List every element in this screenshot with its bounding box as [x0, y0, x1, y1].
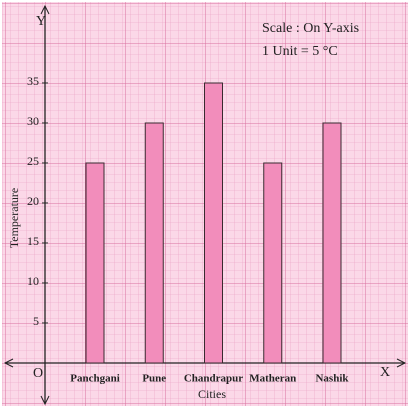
x-tick-label: Chandrapur [184, 373, 243, 385]
y-axis-name: Y [36, 14, 46, 29]
y-axis-label: Temperature [7, 188, 21, 248]
bar [204, 82, 223, 364]
y-axis-arrows [40, 4, 50, 406]
bar [85, 162, 105, 364]
bar [263, 162, 283, 364]
x-tick-label: Nashik [315, 373, 349, 385]
origin-label: O [33, 366, 43, 381]
y-tick-label: 25 [27, 154, 39, 168]
scale-note: 1 Unit = 5 °C [262, 44, 338, 59]
y-tick-label: 15 [27, 234, 39, 248]
x-axis-arrows [3, 358, 407, 368]
y-tick-label: 30 [27, 114, 39, 128]
bar [322, 122, 342, 364]
y-tick-label: 20 [27, 194, 39, 208]
x-axis-name: X [380, 365, 390, 380]
bar [144, 122, 164, 364]
x-tick-label: Panchgani [70, 373, 120, 385]
y-tick-label: 10 [27, 274, 39, 288]
x-axis-label: Cities [198, 387, 226, 401]
x-tick-label: Matheran [249, 373, 296, 385]
scale-note: Scale : On Y-axis [262, 21, 359, 36]
y-tick-label: 35 [27, 74, 39, 88]
y-tick-label: 5 [33, 314, 39, 328]
x-tick-label: Pune [142, 373, 166, 385]
